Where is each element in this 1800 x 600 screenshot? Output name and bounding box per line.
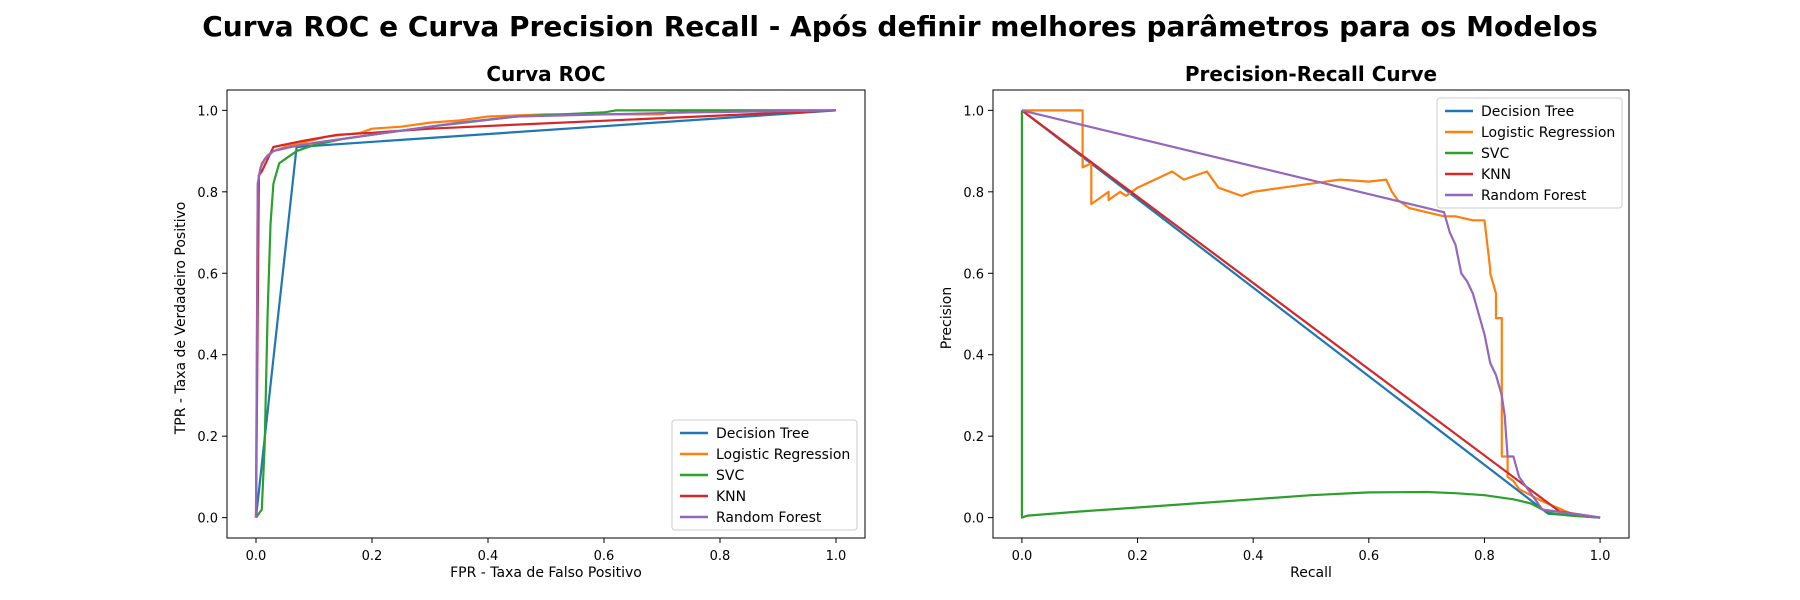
pr-xtick-label: 0.4 xyxy=(1243,549,1264,564)
pr-legend-label-logistic-regression: Logistic Regression xyxy=(1481,125,1615,141)
pr-xtick-label: 0.0 xyxy=(1012,549,1033,564)
roc-ytick-label: 0.0 xyxy=(197,512,218,527)
roc-legend-label-random-forest: Random Forest xyxy=(716,510,822,526)
pr-panel: Precision-Recall Curve 0.0 0.2 0.4 0.6 0.8 1.… xyxy=(939,62,1630,581)
roc-title: Curva ROC xyxy=(486,62,605,86)
roc-plot-area: 0.0 0.2 0.4 0.6 0.8 1.0 0.0 0.2 0.4 0.6 0.8 1.0 Deci… xyxy=(197,89,866,564)
roc-ytick-label: 1.0 xyxy=(197,104,218,119)
roc-xtick-label: 0.8 xyxy=(710,549,731,564)
roc-xtick-label: 0.0 xyxy=(246,549,267,564)
roc-xlabel: FPR - Taxa de Falso Positivo xyxy=(450,565,642,581)
pr-ytick-label: 1.0 xyxy=(963,104,984,119)
roc-ytick-label: 0.4 xyxy=(197,349,218,364)
roc-ytick-label: 0.2 xyxy=(197,430,218,445)
pr-ytick-label: 0.8 xyxy=(963,186,984,201)
roc-ylabel: TPR - Taxa de Verdadeiro Positivo xyxy=(173,202,189,436)
roc-xtick-label: 0.6 xyxy=(594,549,615,564)
roc-legend-label-decision-tree: Decision Tree xyxy=(716,426,809,442)
pr-title: Precision-Recall Curve xyxy=(1185,62,1437,86)
figure-title: Curva ROC e Curva Precision Recall - Apó… xyxy=(202,10,1598,43)
pr-ytick-label: 0.2 xyxy=(963,430,984,445)
pr-xtick-label: 0.2 xyxy=(1127,549,1148,564)
pr-legend-box xyxy=(1436,97,1623,209)
roc-xtick-label: 0.4 xyxy=(478,549,499,564)
roc-axes-frame xyxy=(226,89,866,539)
roc-xtick-label: 1.0 xyxy=(826,549,847,564)
roc-legend: Decision Tree Logistic Regression SVC KNN Ra… xyxy=(671,419,858,531)
pr-xtick-label: 0.6 xyxy=(1358,549,1379,564)
pr-line-random-forest xyxy=(1021,109,1601,519)
pr-ytick-label: 0.4 xyxy=(963,349,984,364)
roc-legend-label-logistic-regression: Logistic Regression xyxy=(716,447,850,463)
roc-legend-box xyxy=(671,419,858,531)
pr-xtick-label: 1.0 xyxy=(1590,549,1611,564)
pr-line-logistic-regression xyxy=(1021,109,1601,519)
roc-legend-label-svc: SVC xyxy=(716,468,744,484)
pr-ytick-label: 0.0 xyxy=(963,512,984,527)
roc-ytick-label: 0.6 xyxy=(197,267,218,282)
roc-panel: Curva ROC 0.0 0.2 0.4 0.6 0.8 1.0 0.0 0.2 0.4 0.6… xyxy=(173,62,866,581)
pr-legend-label-knn: KNN xyxy=(1481,167,1511,183)
pr-legend-label-decision-tree: Decision Tree xyxy=(1481,104,1574,120)
pr-ytick-label: 0.6 xyxy=(963,267,984,282)
pr-legend-label-random-forest: Random Forest xyxy=(1481,188,1587,204)
roc-ytick-label: 0.8 xyxy=(197,186,218,201)
pr-plot-area: 0.0 0.2 0.4 0.6 0.8 1.0 0.0 0.2 0.4 0.6 0.8 1.0 Deci… xyxy=(963,89,1630,564)
pr-xtick-label: 0.8 xyxy=(1474,549,1495,564)
roc-line-random-forest xyxy=(254,109,837,518)
roc-xtick-label: 0.2 xyxy=(362,549,383,564)
pr-axes-frame xyxy=(992,89,1630,539)
pr-ylabel: Precision xyxy=(939,287,955,349)
pr-xlabel: Recall xyxy=(1290,565,1332,581)
pr-legend: Decision Tree Logistic Regression SVC KNN Ra… xyxy=(1436,97,1623,209)
roc-legend-label-knn: KNN xyxy=(716,489,746,505)
pr-legend-label-svc: SVC xyxy=(1481,146,1509,162)
